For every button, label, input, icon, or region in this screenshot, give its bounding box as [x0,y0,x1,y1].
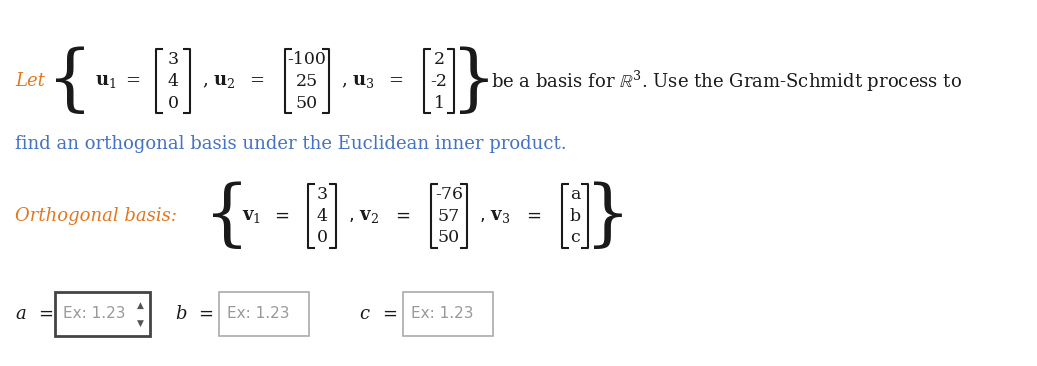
Text: 25: 25 [296,72,318,90]
Text: c: c [570,229,580,246]
Text: ▲: ▲ [137,300,143,310]
Text: $\}$: $\}$ [584,180,622,252]
Text: , $\mathbf{v}_2$: , $\mathbf{v}_2$ [348,207,379,225]
Text: =: = [250,72,264,90]
Text: -100: -100 [287,51,327,67]
Text: =: = [275,207,289,225]
Text: =: = [389,72,403,90]
FancyBboxPatch shape [219,292,309,336]
Text: 50: 50 [296,94,318,112]
Text: =: = [395,207,411,225]
Text: 50: 50 [438,229,460,246]
Text: =: = [382,305,397,323]
Text: =: = [198,305,213,323]
Text: 3: 3 [167,51,178,67]
Text: 0: 0 [316,229,328,246]
FancyBboxPatch shape [403,292,493,336]
Text: Ex: 1.23: Ex: 1.23 [227,306,289,321]
Text: , $\mathbf{v}_3$: , $\mathbf{v}_3$ [479,207,510,225]
FancyBboxPatch shape [55,292,150,336]
Text: =: = [38,305,53,323]
Text: $\mathbf{u}_1$: $\mathbf{u}_1$ [95,72,116,90]
Text: 1: 1 [433,94,445,112]
Text: Ex: 1.23: Ex: 1.23 [63,306,125,321]
Text: -76: -76 [435,186,463,202]
Text: find an orthogonal basis under the Euclidean inner product.: find an orthogonal basis under the Eucli… [15,135,566,153]
Text: ▼: ▼ [137,318,143,328]
Text: 3: 3 [316,186,328,202]
Text: $\{$: $\{$ [46,45,84,117]
Text: $\{$: $\{$ [202,180,242,252]
Text: , $\mathbf{u}_2$: , $\mathbf{u}_2$ [202,72,235,90]
Text: Let: Let [15,72,45,90]
Text: $b$: $b$ [175,305,188,323]
Text: $a$: $a$ [15,305,27,323]
Text: 0: 0 [168,94,178,112]
Text: a: a [569,186,580,202]
Text: , $\mathbf{u}_3$: , $\mathbf{u}_3$ [341,72,374,90]
Text: 4: 4 [316,208,328,224]
Text: Orthogonal basis:: Orthogonal basis: [15,207,177,225]
Text: =: = [527,207,541,225]
Text: 2: 2 [433,51,445,67]
Text: b: b [569,208,581,224]
Text: $\mathbf{v}_1$: $\mathbf{v}_1$ [242,207,261,225]
Text: $c$: $c$ [359,305,371,323]
Text: 57: 57 [438,208,460,224]
Text: $\}$: $\}$ [450,45,488,117]
Text: be a basis for $\mathbb{R}^3$. Use the Gram-Schmidt process to: be a basis for $\mathbb{R}^3$. Use the G… [491,68,962,94]
Text: -2: -2 [430,72,448,90]
Text: =: = [125,72,140,90]
Text: Ex: 1.23: Ex: 1.23 [411,306,474,321]
Text: 4: 4 [168,72,178,90]
